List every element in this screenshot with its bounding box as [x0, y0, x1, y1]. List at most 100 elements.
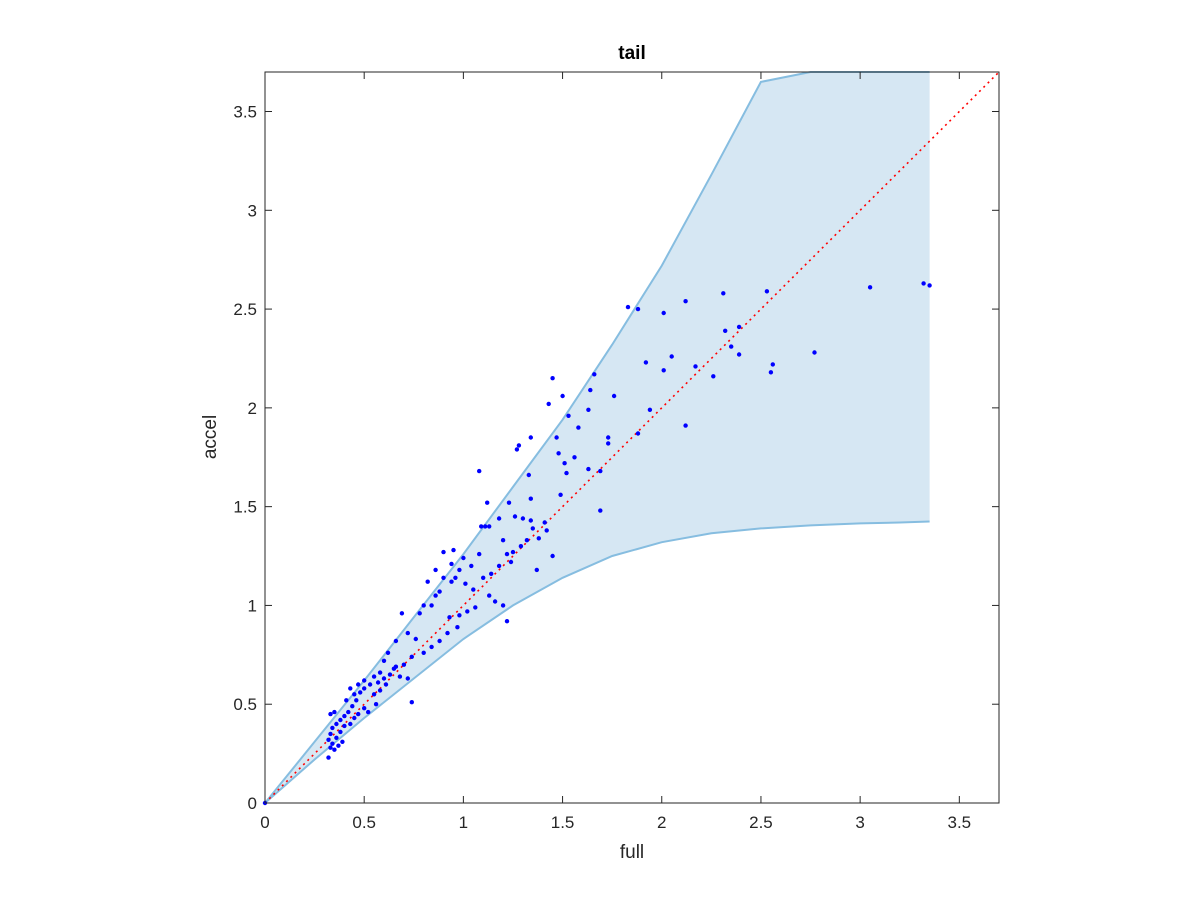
x-tick-label: 1.5 [551, 813, 575, 832]
data-point [479, 524, 484, 529]
data-point [352, 715, 357, 721]
data-point [496, 516, 502, 521]
data-point [723, 328, 728, 333]
data-point [489, 571, 494, 576]
data-point [425, 579, 430, 584]
confidence-band [265, 72, 930, 803]
data-point [381, 676, 387, 681]
data-point [528, 518, 533, 523]
data-point [661, 368, 666, 373]
data-point [598, 468, 603, 474]
data-point [477, 551, 482, 557]
data-point [516, 443, 522, 448]
data-point [342, 723, 347, 729]
data-point [477, 468, 482, 474]
data-point [340, 739, 345, 744]
data-point [375, 680, 381, 685]
data-point [383, 682, 389, 687]
data-point [506, 500, 512, 505]
data-point [373, 702, 379, 707]
data-point [445, 630, 450, 636]
data-point [500, 538, 506, 543]
data-point [441, 575, 446, 580]
data-point [409, 654, 414, 659]
data-point [421, 603, 426, 608]
data-point [332, 709, 337, 715]
data-point [330, 725, 335, 731]
data-point [554, 435, 559, 440]
data-point [546, 401, 551, 407]
x-tick-label: 0.5 [352, 813, 376, 832]
data-point [457, 567, 462, 573]
data-point [661, 310, 666, 316]
data-point [536, 536, 541, 541]
data-point [562, 461, 567, 466]
x-tick-label: 2.5 [749, 813, 773, 832]
data-point [465, 609, 470, 614]
x-tick-label: 3.5 [948, 813, 972, 832]
data-point [455, 625, 460, 630]
data-point [385, 650, 391, 655]
data-point [330, 741, 335, 746]
band-lower-edge [264, 520, 930, 804]
data-point [683, 299, 688, 304]
data-point [736, 324, 742, 330]
data-point [564, 470, 569, 476]
data-point [350, 704, 355, 709]
data-point [334, 721, 339, 727]
data-point [342, 713, 347, 719]
data-point [528, 435, 533, 440]
data-point [437, 638, 442, 644]
data-point [544, 528, 549, 533]
data-point [401, 662, 407, 667]
data-point [344, 698, 349, 703]
x-tick-label: 0 [260, 813, 269, 832]
data-point [409, 700, 414, 705]
data-point [625, 304, 631, 310]
data-point [560, 393, 565, 399]
data-point [451, 547, 456, 553]
data-point [328, 711, 333, 717]
data-point [433, 567, 438, 573]
y-tick-label: 3 [248, 201, 257, 220]
data-point [770, 362, 775, 367]
data-point [338, 717, 343, 723]
data-point [927, 283, 932, 288]
data-point [504, 619, 510, 624]
data-point [463, 581, 468, 586]
x-tick-label: 1 [459, 813, 468, 832]
data-point [441, 549, 446, 555]
data-point [606, 441, 611, 446]
data-point [566, 413, 571, 418]
data-point [473, 605, 478, 610]
data-point [469, 563, 474, 569]
y-tick-label: 0 [248, 794, 257, 813]
data-point [381, 658, 387, 663]
x-tick-label: 3 [855, 813, 864, 832]
data-point [635, 306, 641, 312]
data-point [510, 549, 516, 555]
data-point [397, 674, 403, 679]
data-point [483, 524, 488, 529]
data-point [606, 435, 611, 440]
data-point [362, 706, 367, 711]
data-point [693, 364, 698, 369]
data-point [487, 593, 492, 598]
y-axis-label: accel [200, 415, 221, 459]
data-point [524, 538, 530, 543]
data-point [336, 743, 341, 748]
data-point [348, 686, 353, 691]
data-point [413, 636, 418, 642]
data-point [405, 676, 410, 681]
chart-title: tail [618, 43, 645, 64]
data-point [643, 360, 649, 365]
data-point [334, 735, 339, 740]
data-point [362, 686, 367, 691]
data-point [332, 747, 337, 752]
data-point [528, 496, 533, 501]
y-tick-label: 1.5 [233, 498, 257, 517]
data-point [358, 690, 363, 695]
data-point [550, 553, 555, 559]
data-point [556, 451, 561, 456]
x-tick-label: 2 [657, 813, 666, 832]
